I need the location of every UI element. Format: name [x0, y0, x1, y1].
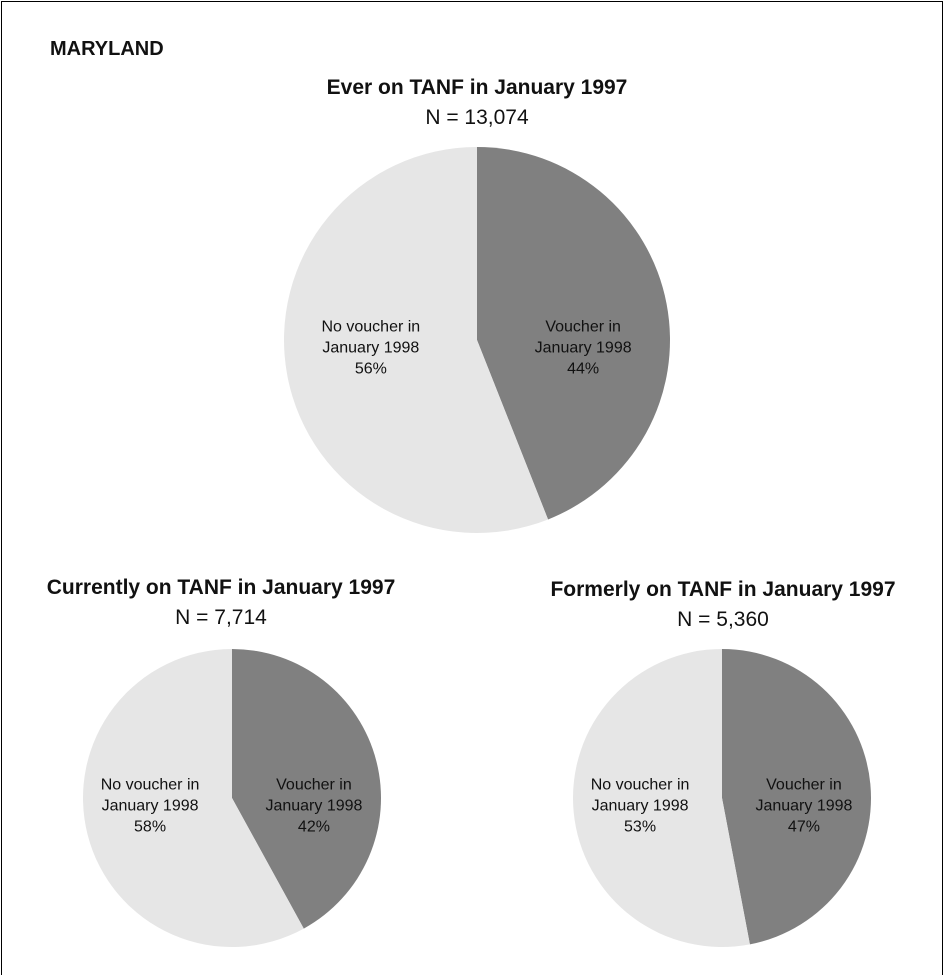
header-title: MARYLAND: [50, 38, 164, 60]
pie-slice: [232, 649, 381, 929]
pie-slice: [477, 147, 670, 520]
chart-subtitle: N = 5,360: [677, 608, 769, 631]
chart-subtitle: N = 13,074: [425, 106, 529, 129]
slice-label: Voucher in January 1998 42%: [254, 775, 374, 838]
slice-category: Voucher in January 1998: [755, 776, 853, 815]
slice-category: No voucher in January 1998: [100, 776, 200, 815]
slice-value: 47%: [787, 818, 820, 836]
slice-value: 58%: [134, 818, 167, 836]
pie-slice: [572, 649, 750, 947]
slice-label: No voucher in January 1998 56%: [311, 317, 431, 380]
slice-value: 53%: [624, 818, 657, 836]
slice-category: Voucher in January 1998: [265, 776, 363, 815]
pie-slice: [284, 147, 549, 533]
chart-title: Currently on TANF in January 1997: [46, 576, 396, 599]
slice-value: 44%: [567, 360, 600, 378]
slice-label: No voucher in January 1998 53%: [580, 775, 700, 838]
pie-slice: [82, 649, 304, 947]
slice-label: Voucher in January 1998 47%: [744, 775, 864, 838]
slice-category: Voucher in January 1998: [534, 318, 632, 357]
chart-title: Ever on TANF in January 1997: [326, 76, 628, 99]
pie-slice: [722, 649, 871, 945]
slice-label: Voucher in January 1998 44%: [523, 317, 643, 380]
slice-label: No voucher in January 1998 58%: [90, 775, 210, 838]
chart-title: Formerly on TANF in January 1997: [550, 578, 896, 601]
slice-category: No voucher in January 1998: [321, 318, 421, 357]
slice-value: 42%: [297, 818, 330, 836]
slice-value: 56%: [354, 360, 387, 378]
slice-category: No voucher in January 1998: [590, 776, 690, 815]
chart-subtitle: N = 7,714: [175, 606, 267, 629]
